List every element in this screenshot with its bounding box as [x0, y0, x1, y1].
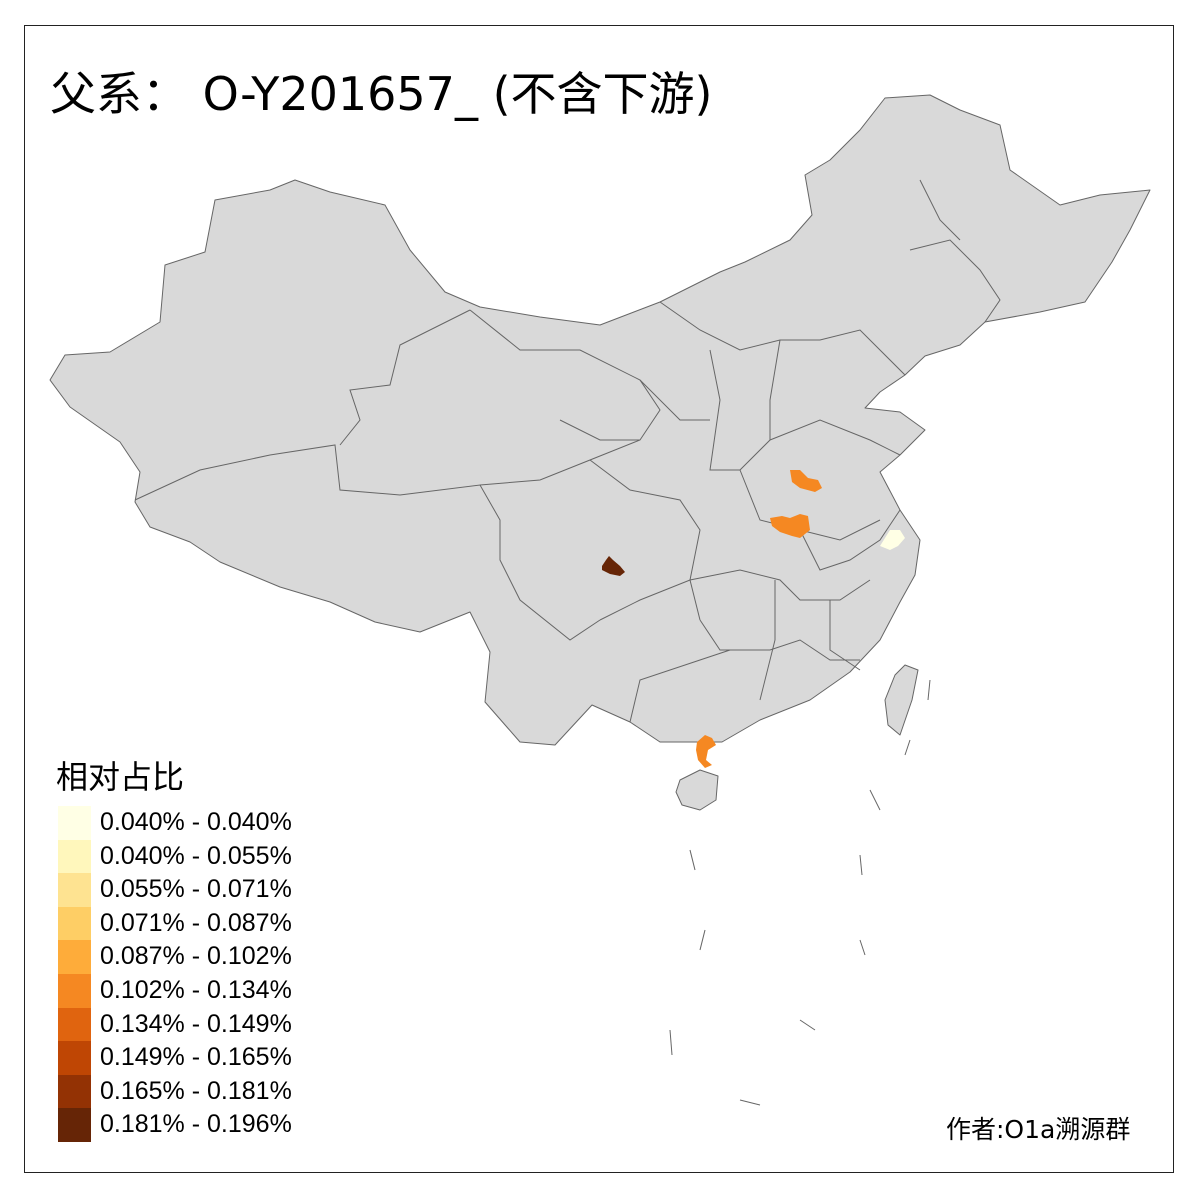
highlighted-region: [602, 556, 625, 576]
province-border: [599, 569, 871, 621]
legend-label: 0.165% - 0.181%: [100, 1076, 292, 1105]
island-outline: [927, 679, 931, 701]
province-border: [469, 309, 661, 486]
island-outline: [869, 789, 881, 811]
mainland: [49, 94, 1151, 746]
island-outline: [904, 739, 911, 756]
legend-label: 0.040% - 0.055%: [100, 841, 292, 870]
island-outline: [739, 1099, 761, 1106]
island-outline: [859, 854, 863, 876]
legend-item: 0.181% - 0.196%: [58, 1108, 358, 1142]
legend-item: 0.055% - 0.071%: [58, 873, 358, 907]
legend-swatch: [58, 839, 91, 874]
legend-label: 0.134% - 0.149%: [100, 1009, 292, 1038]
province-border: [589, 459, 701, 621]
map-base-layer: [49, 94, 1151, 811]
island-outline: [669, 1029, 673, 1056]
legend-title: 相对占比: [56, 758, 185, 796]
legend-item: 0.102% - 0.134%: [58, 974, 358, 1008]
legend-label: 0.102% - 0.134%: [100, 976, 292, 1004]
province-border: [829, 600, 861, 671]
legend-label: 0.087% - 0.102%: [100, 942, 292, 971]
province-borders: [134, 179, 1001, 1106]
legend-item: 0.149% - 0.165%: [58, 1041, 358, 1075]
legend-label: 0.055% - 0.071%: [100, 875, 292, 904]
province-border: [639, 379, 710, 421]
province-border: [629, 649, 731, 723]
legend-label: 0.071% - 0.087%: [100, 908, 292, 937]
legend-item: 0.040% - 0.055%: [58, 839, 358, 874]
hainan-island: [675, 769, 719, 811]
province-border: [134, 444, 601, 641]
map-title: 父系： O-Y201657_ (不含下游): [50, 67, 713, 121]
legend-swatch: [58, 1074, 91, 1109]
island-outline: [689, 849, 696, 871]
legend-swatch: [58, 1108, 91, 1142]
legend-swatch: [58, 974, 91, 1008]
legend-swatch: [58, 873, 91, 907]
province-border: [339, 309, 471, 446]
legend-swatch: [58, 940, 91, 974]
map-frame: [24, 25, 1174, 1173]
province-border: [559, 419, 640, 441]
highlighted-regions: [602, 470, 905, 768]
author-credit: 作者:O1a溯源群: [946, 1115, 1131, 1144]
province-border: [659, 301, 906, 376]
island-outline: [859, 939, 866, 956]
highlighted-region: [696, 735, 716, 768]
island-outline: [799, 1019, 816, 1031]
legend-swatch: [58, 1007, 91, 1042]
legend-item: 0.040% - 0.040%: [58, 806, 358, 840]
province-border: [769, 419, 901, 456]
highlighted-region: [880, 530, 905, 550]
legend-item: 0.134% - 0.149%: [58, 1007, 358, 1042]
province-border: [919, 179, 961, 241]
taiwan-island: [884, 664, 919, 736]
island-outline: [699, 929, 706, 951]
legend-label: 0.149% - 0.165%: [100, 1043, 292, 1072]
legend-item: 0.087% - 0.102%: [58, 940, 358, 974]
province-border: [909, 239, 1001, 323]
legend-label: 0.040% - 0.040%: [100, 808, 292, 836]
highlighted-region: [770, 514, 810, 538]
legend-label: 0.181% - 0.196%: [100, 1110, 292, 1139]
highlighted-region: [790, 470, 822, 492]
legend-swatch: [58, 906, 91, 941]
legend-swatch: [58, 1041, 91, 1075]
legend-item: 0.165% - 0.181%: [58, 1074, 358, 1109]
legend-item: 0.071% - 0.087%: [58, 906, 358, 941]
legend-swatch: [58, 806, 91, 840]
province-border: [799, 509, 901, 571]
province-border: [759, 580, 776, 701]
province-border: [699, 619, 860, 661]
